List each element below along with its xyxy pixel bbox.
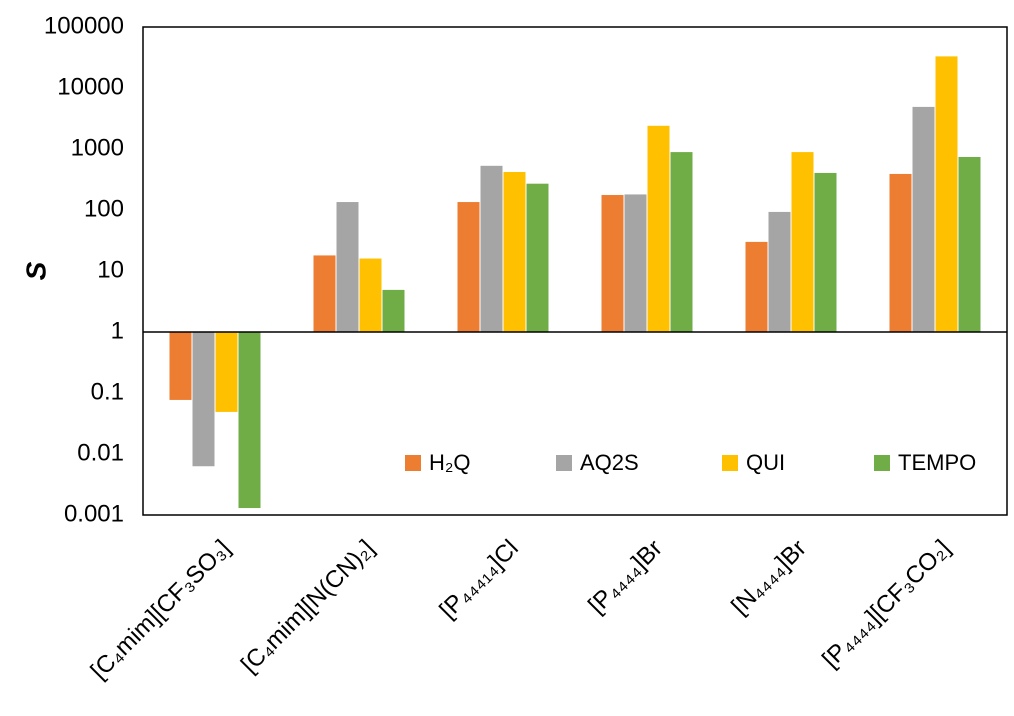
bar <box>670 152 693 332</box>
bar <box>889 173 912 332</box>
y-tick-label: 0.01 <box>77 439 124 466</box>
bar <box>935 56 958 332</box>
y-tick-label: 100000 <box>44 12 124 39</box>
bar <box>169 332 192 400</box>
x-tick-label: [P₄₄₄₄]Br <box>583 535 668 620</box>
legend-label: AQ2S <box>580 450 639 475</box>
legend-label: TEMPO <box>898 450 976 475</box>
y-tick-label: 10000 <box>57 73 124 100</box>
x-tick-label: [C₄mim][CF₃SO₃] <box>86 535 236 685</box>
bar <box>192 332 215 467</box>
legend-swatch <box>405 455 421 471</box>
legend-label: H₂Q <box>429 450 471 475</box>
plot-frame <box>142 26 1008 516</box>
legend-swatch <box>556 455 572 471</box>
y-tick-label: 100 <box>84 195 124 222</box>
bar <box>457 202 480 332</box>
bar <box>745 241 768 332</box>
bar <box>601 195 624 332</box>
legend-swatch <box>722 455 738 471</box>
y-tick-label: 0.001 <box>64 500 124 527</box>
bar <box>503 171 526 332</box>
bar <box>912 106 935 332</box>
bar <box>215 332 238 412</box>
bar <box>336 202 359 332</box>
y-tick-label: 1 <box>111 317 124 344</box>
x-tick-label: [C₄mim][N(CN)₂] <box>236 535 380 679</box>
bar <box>238 332 261 509</box>
bar <box>791 152 814 332</box>
bar <box>624 194 647 332</box>
bar <box>359 258 382 332</box>
x-tick-label: [N₄₄₄₄]Br <box>726 535 811 620</box>
x-tick-label: [P₄₄₄₁₄]Cl <box>434 535 523 624</box>
bar <box>814 172 837 332</box>
y-tick-label: 0.1 <box>91 378 124 405</box>
bar <box>382 289 405 332</box>
bar <box>647 125 670 332</box>
bar <box>313 255 336 332</box>
legend-swatch <box>874 455 890 471</box>
bar <box>958 156 981 332</box>
legend-label: QUI <box>746 450 785 475</box>
bar <box>480 165 503 332</box>
bar <box>768 211 791 332</box>
bar <box>526 183 549 332</box>
y-axis-label: S <box>20 261 51 280</box>
x-tick-label: [P₄₄₄₄][CF₃CO₂] <box>817 535 956 674</box>
y-tick-label: 1000 <box>71 134 124 161</box>
y-tick-label: 10 <box>97 256 124 283</box>
